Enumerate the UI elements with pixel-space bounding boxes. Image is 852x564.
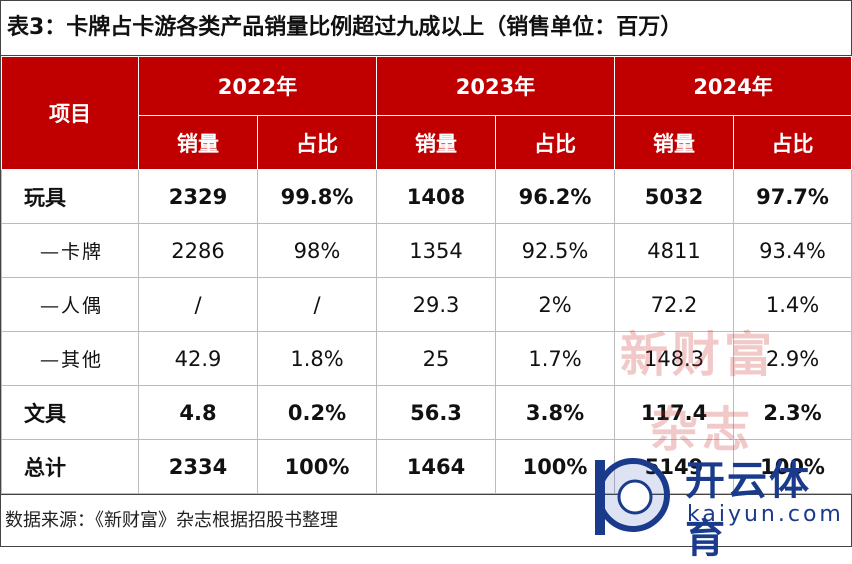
table-row: —其他 42.9 1.8% 25 1.7% 148.3 2.9%	[1, 331, 852, 386]
cell: 25	[376, 331, 497, 386]
year-header: 2024年	[614, 56, 852, 116]
cell: 4.8	[138, 385, 258, 440]
sub-header: 销量	[138, 115, 258, 170]
row-label: 文具	[1, 385, 139, 440]
cell: 96.2%	[495, 169, 616, 224]
sub-header: 占比	[256, 115, 378, 170]
row-label: —人偶	[1, 277, 139, 332]
table-body: 玩具 2329 99.8% 1408 96.2% 5032 97.7% —卡牌 2286 98% 1…	[1, 169, 852, 494]
cell: 29.3	[376, 277, 497, 332]
corner-header: 项目	[1, 56, 139, 170]
row-label: 总计	[1, 439, 139, 494]
cell: 2.3%	[733, 385, 852, 440]
row-label: —卡牌	[1, 223, 139, 278]
cell: 42.9	[138, 331, 258, 386]
cell: 4811	[614, 223, 735, 278]
row-label: 玩具	[1, 169, 139, 224]
cell: 98%	[256, 223, 378, 278]
cell: 1354	[376, 223, 497, 278]
sub-header: 占比	[495, 115, 616, 170]
table-row: 总计 2334 100% 1464 100% 5149 100%	[1, 439, 852, 494]
document: 表3：卡牌占卡游各类产品销量比例超过九成以上（销售单位：百万） 项目 2022年 2…	[0, 0, 852, 547]
cell: 117.4	[614, 385, 735, 440]
cell: 93.4%	[733, 223, 852, 278]
sub-header: 销量	[376, 115, 497, 170]
cell: 56.3	[376, 385, 497, 440]
logo-icon	[595, 458, 670, 535]
year-header: 2022年	[137, 56, 378, 116]
data-table: 项目 2022年 2023年 2024年 销量 占比 销量 占比 销量 占比 玩具 2329 99.…	[1, 56, 852, 494]
cell: 2%	[495, 277, 616, 332]
table-row: —卡牌 2286 98% 1354 92.5% 4811 93.4%	[1, 223, 852, 278]
cell: 148.3	[614, 331, 735, 386]
row-label: —其他	[1, 331, 139, 386]
cell: 5032	[614, 169, 735, 224]
cell: 1464	[376, 439, 497, 494]
cell: /	[256, 277, 378, 332]
cell: 2329	[138, 169, 258, 224]
cell: 99.8%	[256, 169, 378, 224]
cell: 2286	[138, 223, 258, 278]
watermark: 新财富	[620, 327, 777, 383]
cell: 72.2	[614, 277, 735, 332]
sub-header: 占比	[733, 115, 852, 170]
cell: 3.8%	[495, 385, 616, 440]
logo: 开云体育 kaiyun.com	[575, 440, 845, 562]
cell: 1.7%	[495, 331, 616, 386]
logo-url: kaiyun.com	[687, 502, 844, 527]
source-note: 数据来源：《新财富》杂志根据招股书整理	[1, 494, 851, 547]
table-row: 文具 4.8 0.2% 56.3 3.8% 117.4 2.3%	[1, 385, 852, 440]
cell: 1408	[376, 169, 497, 224]
cell: /	[138, 277, 258, 332]
table-row: —人偶 //29.3 2% 72.2 1.4%	[1, 277, 852, 332]
table-header: 项目 2022年 2023年 2024年 销量 占比 销量 占比 销量 占比	[1, 56, 852, 170]
cell: 100%	[733, 439, 852, 494]
cell: 2334	[138, 439, 258, 494]
cell: 100%	[256, 439, 378, 494]
cell: 1.8%	[256, 331, 378, 386]
cell: 1.4%	[733, 277, 852, 332]
cell: 92.5%	[495, 223, 616, 278]
cell: 97.7%	[733, 169, 852, 224]
table-title: 表3：卡牌占卡游各类产品销量比例超过九成以上（销售单位：百万）	[1, 1, 851, 56]
year-header: 2023年	[376, 56, 616, 116]
table-row: 玩具 2329 99.8% 1408 96.2% 5032 97.7%	[1, 169, 852, 224]
cell: 0.2%	[256, 385, 378, 440]
sub-header: 销量	[614, 115, 735, 170]
watermark: 杂志	[650, 402, 755, 458]
